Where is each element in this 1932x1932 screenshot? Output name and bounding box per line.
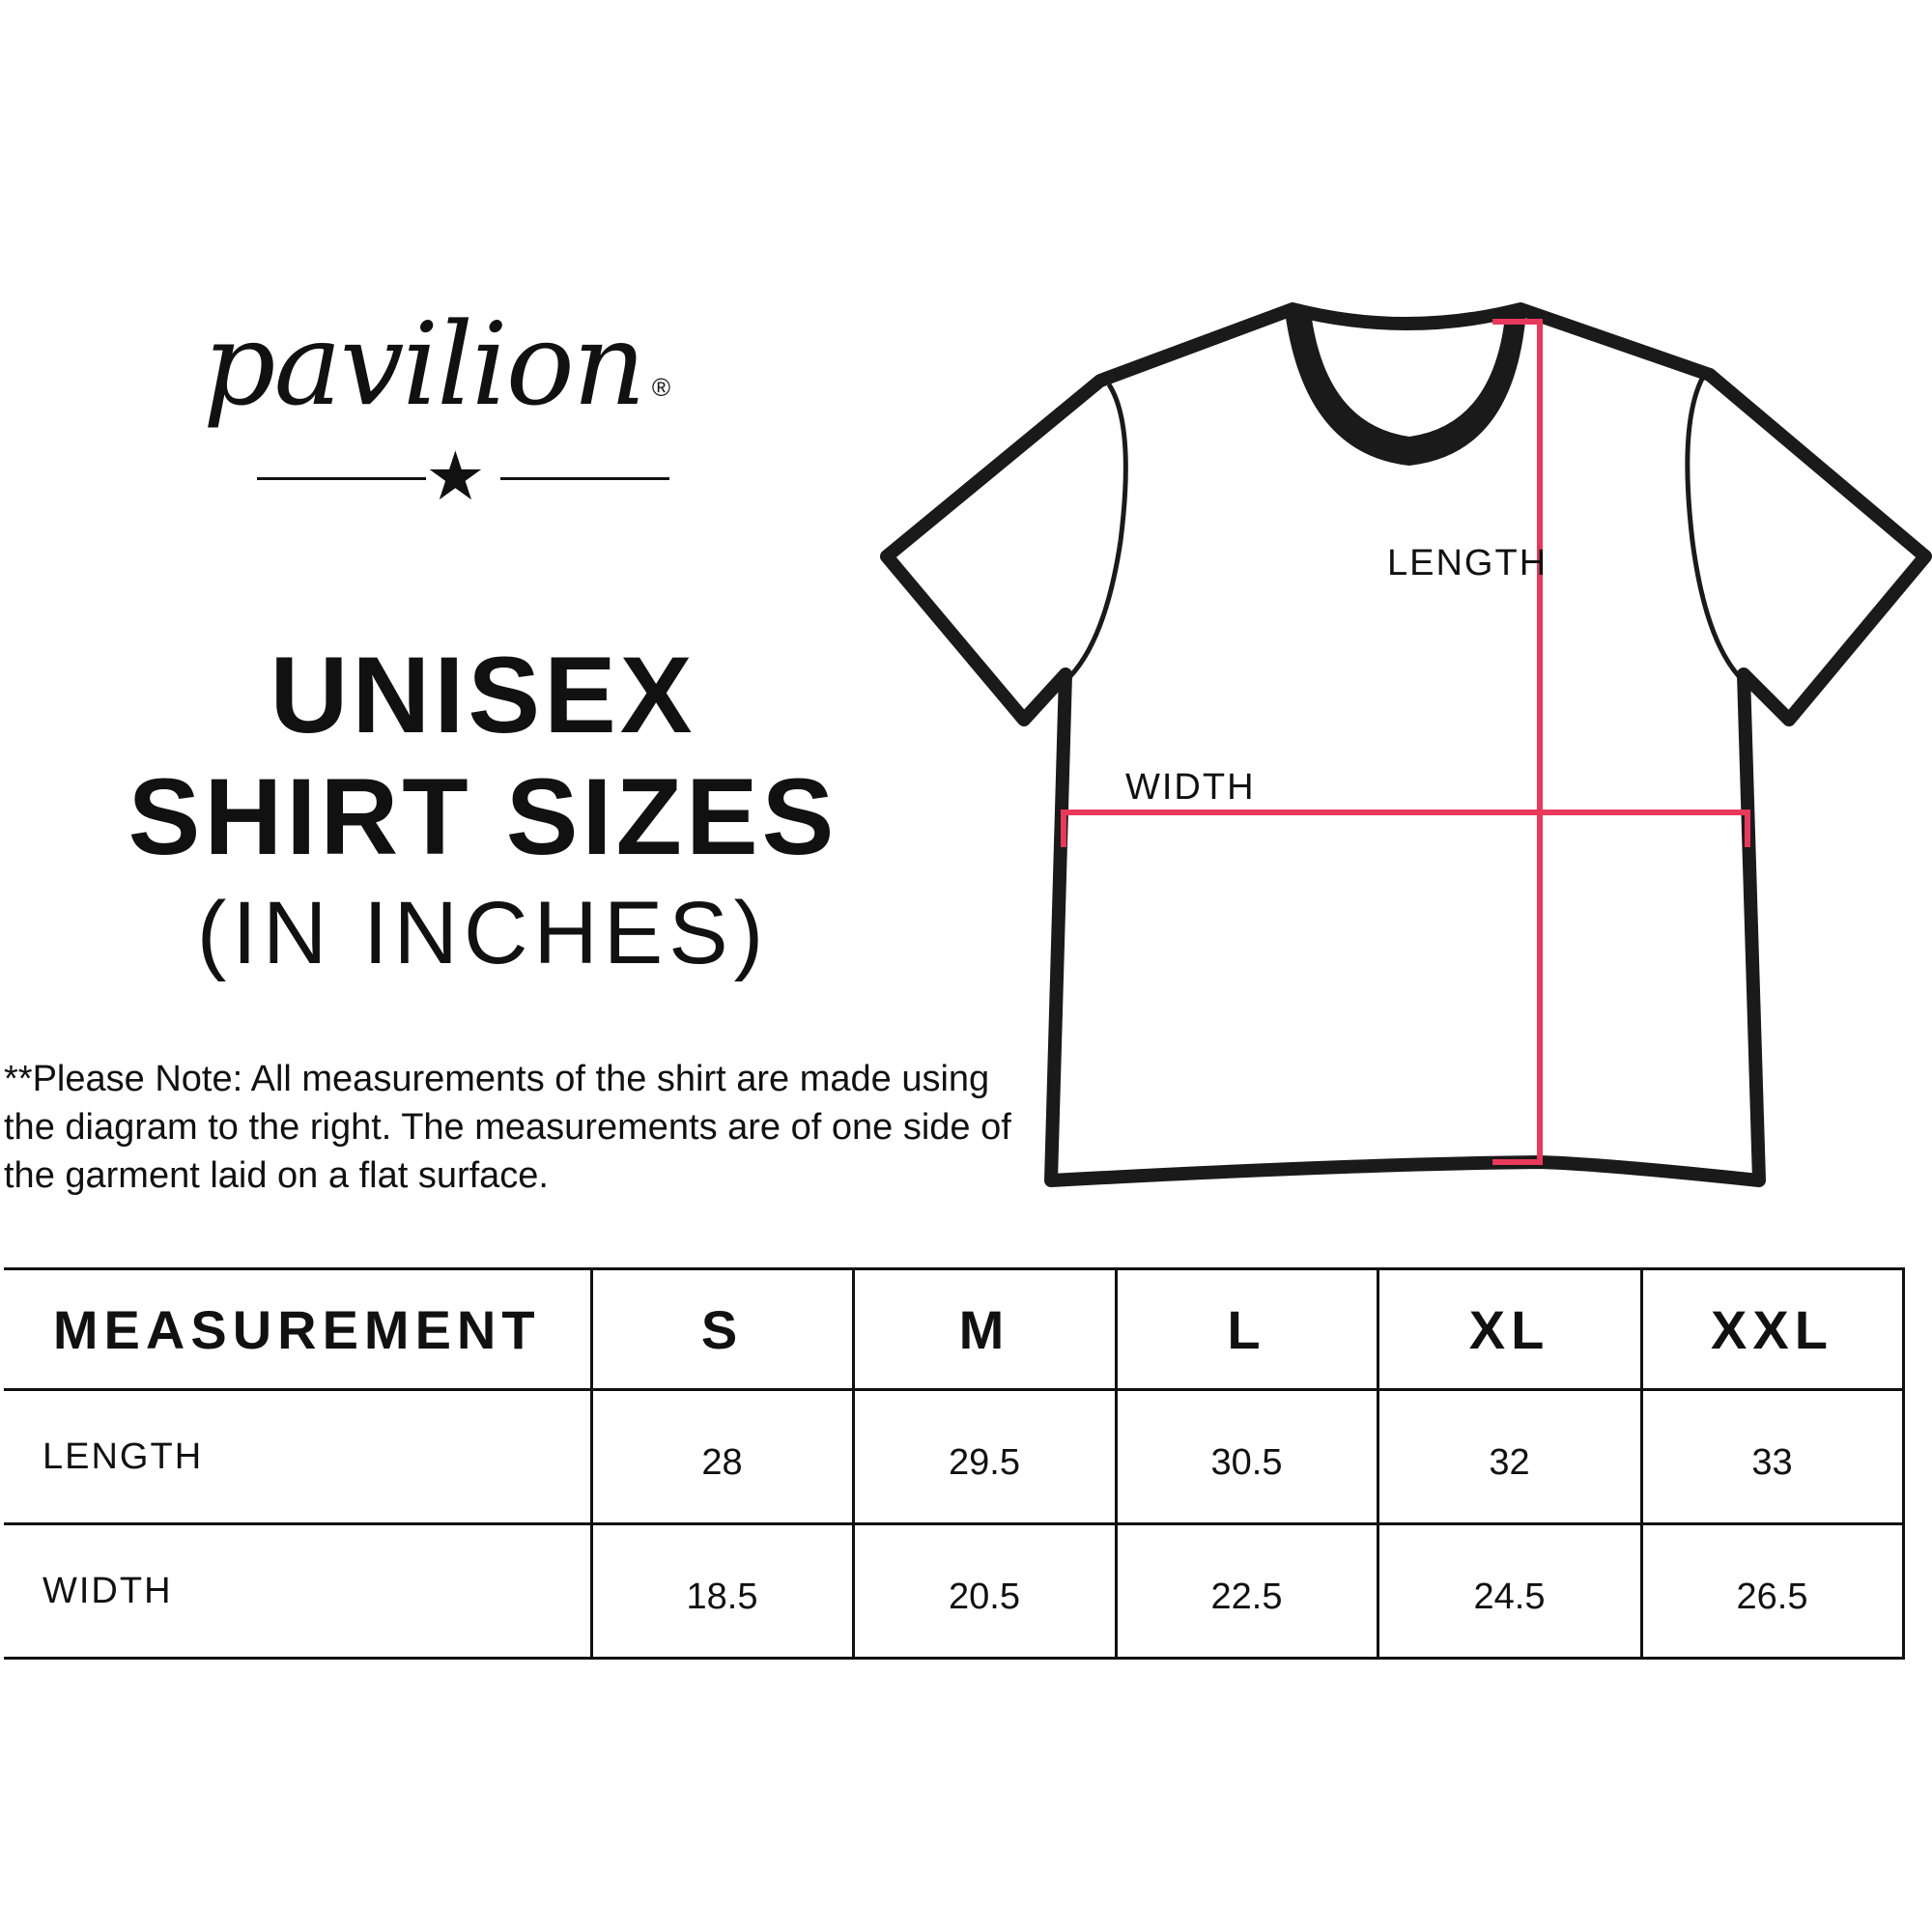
table-header-row: MEASUREMENT S M L XL XXL xyxy=(4,1267,1905,1391)
header-size-l: L xyxy=(1114,1267,1379,1391)
row-label: WIDTH xyxy=(4,1522,593,1660)
title-units: (IN INCHES) xyxy=(196,884,770,982)
shirt-collar xyxy=(1285,311,1526,466)
width-line xyxy=(1061,810,1750,847)
row-label: LENGTH xyxy=(4,1388,593,1525)
shirt-outline xyxy=(880,302,1932,1187)
cell-value: 33 xyxy=(1639,1388,1905,1525)
sleeve-seams xyxy=(1068,377,1741,678)
cell-value: 29.5 xyxy=(851,1388,1118,1525)
table-row: WIDTH 18.5 20.5 22.5 24.5 26.5 xyxy=(4,1522,1905,1660)
cell-value: 20.5 xyxy=(851,1522,1118,1660)
logo-rule-left xyxy=(257,477,426,480)
header-size-m: M xyxy=(851,1267,1118,1391)
cell-value: 24.5 xyxy=(1376,1522,1643,1660)
registered-mark: ® xyxy=(651,373,670,402)
header-size-xxl: XXL xyxy=(1639,1267,1905,1391)
measurement-note: **Please Note: All measurements of the s… xyxy=(4,1059,1011,1196)
logo-wordmark-row: pavilion ® xyxy=(203,307,670,421)
table-row: LENGTH 28 29.5 30.5 32 33 xyxy=(4,1388,1905,1525)
logo-rule-right xyxy=(500,477,669,480)
cell-value: 26.5 xyxy=(1639,1522,1905,1660)
title-line-2: SHIRT SIZES xyxy=(128,756,838,877)
title-line-1: UNISEX xyxy=(270,635,696,755)
cell-value: 30.5 xyxy=(1114,1388,1379,1525)
size-table: MEASUREMENT S M L XL XXL LENGTH 28 29.5 … xyxy=(4,1267,1905,1660)
measure-lines xyxy=(1061,319,1750,1165)
star-icon: ★ xyxy=(425,439,486,514)
cell-value: 18.5 xyxy=(589,1522,855,1660)
length-label: LENGTH xyxy=(1387,543,1548,583)
width-label: WIDTH xyxy=(1125,767,1256,808)
header-size-xl: XL xyxy=(1376,1267,1643,1391)
header-size-s: S xyxy=(589,1267,855,1391)
logo-wordmark: pavilion xyxy=(203,298,646,431)
header-measurement: MEASUREMENT xyxy=(4,1267,593,1391)
cell-value: 32 xyxy=(1376,1388,1643,1525)
cell-value: 28 xyxy=(589,1388,855,1525)
cell-value: 22.5 xyxy=(1114,1522,1379,1660)
length-line xyxy=(1492,319,1543,1165)
